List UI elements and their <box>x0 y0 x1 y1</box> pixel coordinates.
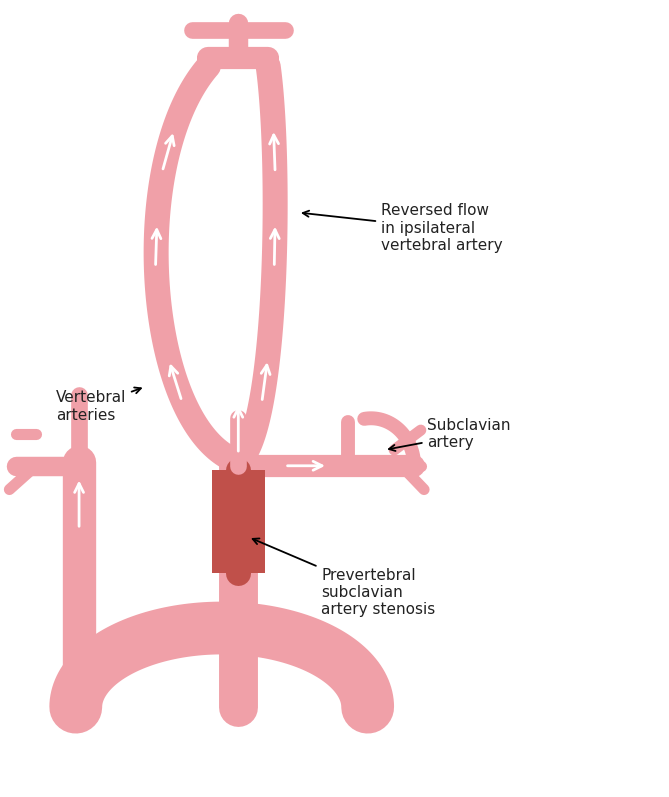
Text: Prevertebral
subclavian
artery stenosis: Prevertebral subclavian artery stenosis <box>253 539 436 618</box>
Text: Vertebral
arteries: Vertebral arteries <box>56 387 141 422</box>
Bar <box>212 469 265 572</box>
Text: Reversed flow
in ipsilateral
vertebral artery: Reversed flow in ipsilateral vertebral a… <box>303 203 502 253</box>
Text: Subclavian
artery: Subclavian artery <box>389 418 511 451</box>
